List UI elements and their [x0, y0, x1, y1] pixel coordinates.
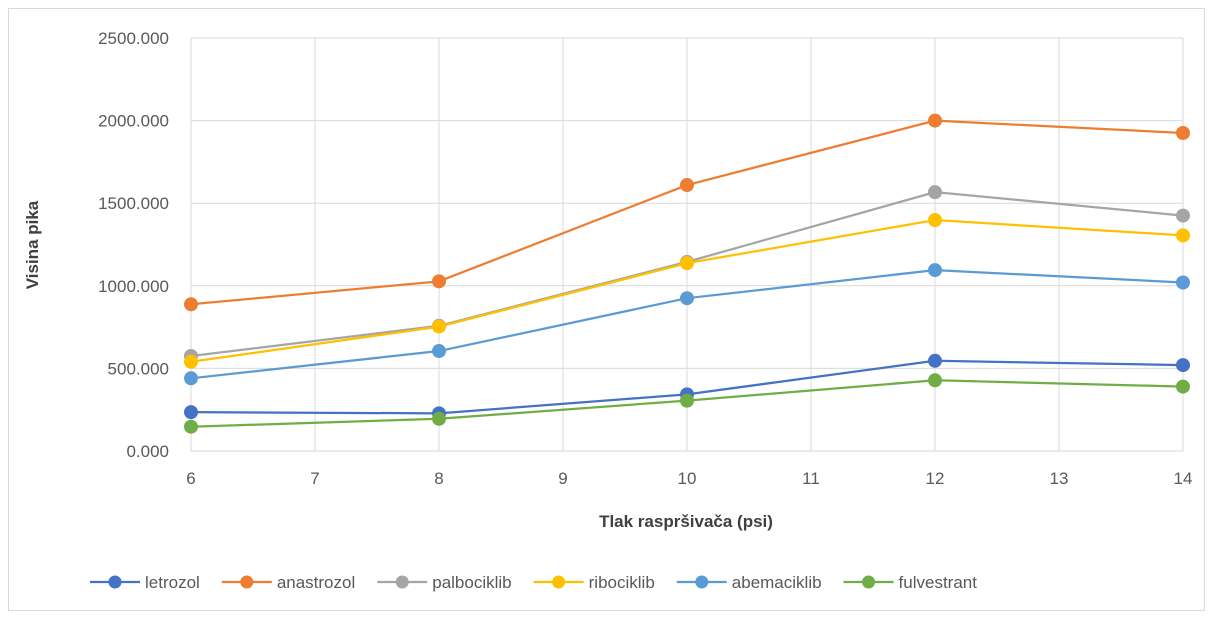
- data-point-abemaciklib: [680, 291, 694, 306]
- data-point-palbociklib: [928, 185, 942, 200]
- x-tick-labels: 6 7 8 9 10 11 12 13 14: [186, 469, 1192, 488]
- data-point-fulvestrant: [432, 411, 446, 426]
- legend-swatch-marker: [395, 575, 409, 589]
- data-point-abemaciklib: [1176, 275, 1190, 290]
- legend-item-abemaciklib: abemaciklib: [676, 573, 822, 592]
- data-point-abemaciklib: [184, 371, 198, 386]
- legend-label: fulvestrant: [899, 573, 978, 592]
- x-tick-label: 11: [802, 469, 820, 488]
- data-point-ribociklib: [184, 354, 198, 369]
- y-tick-label: 2500.000: [98, 29, 169, 48]
- legend-item-palbociklib: palbociklib: [377, 573, 512, 592]
- legend-swatch-marker: [552, 575, 566, 589]
- x-tick-label: 10: [678, 469, 697, 488]
- legend-label: palbociklib: [432, 573, 511, 592]
- x-tick-label: 7: [310, 469, 319, 488]
- legend-item-ribociklib: ribociklib: [533, 573, 655, 592]
- x-tick-label: 12: [926, 469, 945, 488]
- data-point-anastrozol: [928, 113, 942, 128]
- y-tick-label: 1500.000: [98, 194, 169, 213]
- x-axis-title: Tlak raspršivača (psi): [599, 512, 773, 531]
- data-point-anastrozol: [184, 297, 198, 312]
- data-point-letrozol: [184, 405, 198, 420]
- data-point-ribociklib: [928, 213, 942, 228]
- legend-label: anastrozol: [277, 573, 355, 592]
- data-point-letrozol: [1176, 358, 1190, 373]
- legend-label: letrozol: [145, 573, 200, 592]
- data-point-ribociklib: [680, 256, 694, 271]
- data-point-letrozol: [928, 353, 942, 368]
- x-tick-label: 8: [434, 469, 443, 488]
- data-point-fulvestrant: [680, 393, 694, 408]
- data-point-fulvestrant: [928, 373, 942, 388]
- legend-item-anastrozol: anastrozol: [221, 573, 355, 592]
- x-tick-label: 14: [1174, 469, 1193, 488]
- legend-item-fulvestrant: fulvestrant: [843, 573, 978, 592]
- legend-label: ribociklib: [589, 573, 655, 592]
- legend-swatch-marker: [862, 575, 876, 589]
- y-tick-label: 500.000: [108, 359, 169, 378]
- data-point-anastrozol: [432, 274, 446, 289]
- y-axis-title: Visina pika: [23, 200, 42, 289]
- y-tick-labels: 0.000 500.000 1000.000 1500.000 2000.000 2500…: [98, 29, 169, 461]
- data-point-fulvestrant: [184, 419, 198, 434]
- x-tick-label: 13: [1050, 469, 1069, 488]
- y-tick-label: 1000.000: [98, 277, 169, 296]
- legend-swatch-marker: [108, 575, 122, 589]
- data-point-abemaciklib: [928, 263, 942, 278]
- series-points: [184, 113, 1190, 434]
- data-point-ribociklib: [1176, 228, 1190, 243]
- data-point-palbociklib: [1176, 208, 1190, 223]
- legend-swatch-marker: [240, 575, 254, 589]
- data-point-fulvestrant: [1176, 379, 1190, 394]
- x-tick-label: 9: [558, 469, 567, 488]
- x-tick-label: 6: [186, 469, 195, 488]
- data-point-anastrozol: [680, 178, 694, 193]
- chart-frame: [8, 8, 1205, 611]
- y-tick-label: 2000.000: [98, 112, 169, 131]
- legend-label: abemaciklib: [732, 573, 822, 592]
- legend-swatch-marker: [695, 575, 709, 589]
- legend-item-letrozol: letrozol: [90, 573, 200, 592]
- data-point-ribociklib: [432, 319, 446, 334]
- legend: letrozol anastrozol palbociklib ribociklib a…: [90, 573, 977, 592]
- data-point-anastrozol: [1176, 125, 1190, 140]
- y-tick-label: 0.000: [126, 442, 169, 461]
- data-point-abemaciklib: [432, 344, 446, 359]
